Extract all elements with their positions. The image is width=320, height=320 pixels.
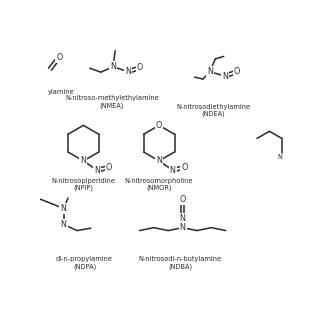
Text: O: O (137, 63, 143, 72)
Text: N: N (60, 204, 67, 213)
Text: O: O (181, 163, 188, 172)
Text: N: N (180, 223, 186, 232)
Text: N: N (170, 166, 176, 175)
Text: N: N (207, 67, 213, 76)
Text: N-nitrosomorpholine
(NMOR): N-nitrosomorpholine (NMOR) (125, 178, 193, 191)
Text: N-nitrosopiperidine
(NPIP): N-nitrosopiperidine (NPIP) (52, 178, 116, 191)
Text: N: N (180, 214, 186, 223)
Text: O: O (106, 163, 112, 172)
Text: N: N (156, 156, 162, 165)
Text: N-nitroso-methylethylamine
(NMEA): N-nitroso-methylethylamine (NMEA) (65, 95, 159, 108)
Text: O: O (156, 121, 162, 130)
Text: ylamine: ylamine (47, 89, 74, 95)
Text: N: N (277, 154, 282, 160)
Text: O: O (180, 195, 186, 204)
Text: O: O (234, 67, 240, 76)
Text: N-nitrosodi-n-butylamine
(NDBA): N-nitrosodi-n-butylamine (NDBA) (139, 256, 222, 270)
Text: N: N (94, 166, 100, 175)
Text: N: N (110, 62, 116, 71)
Text: N: N (80, 156, 86, 165)
Text: N: N (125, 67, 131, 76)
Text: N: N (222, 72, 228, 81)
Text: O: O (56, 53, 62, 62)
Text: di-n-propylamine
(NDPA): di-n-propylamine (NDPA) (56, 256, 113, 270)
Text: N-nitrosodiethylamine
(NDEA): N-nitrosodiethylamine (NDEA) (177, 104, 251, 117)
Text: N: N (60, 220, 67, 229)
